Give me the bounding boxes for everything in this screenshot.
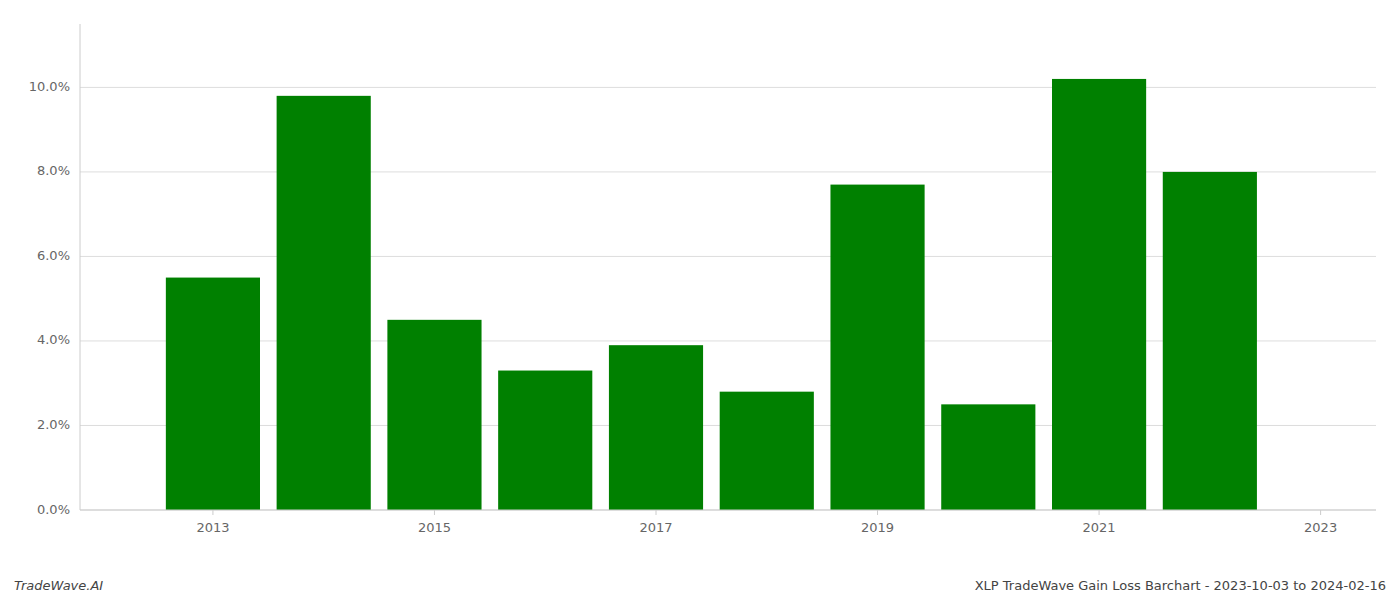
x-tick bbox=[1099, 510, 1100, 515]
y-grid bbox=[80, 87, 1376, 510]
y-tick-label: 4.0% bbox=[37, 332, 70, 347]
x-tick bbox=[656, 510, 657, 515]
chart: 0.0% 2.0% 4.0% 6.0% 8.0% 10.0% 2013 2015 2017 201… bbox=[0, 0, 1400, 600]
footer-right: XLP TradeWave Gain Loss Barchart - 2023-… bbox=[975, 578, 1386, 593]
bar bbox=[277, 96, 371, 510]
bar bbox=[720, 392, 814, 510]
bar bbox=[941, 404, 1035, 510]
y-tick-label: 8.0% bbox=[37, 163, 70, 178]
x-tick bbox=[434, 510, 435, 515]
footer-left: TradeWave.AI bbox=[14, 578, 103, 593]
bars bbox=[166, 79, 1257, 510]
bar bbox=[498, 371, 592, 510]
x-tick-label: 2015 bbox=[418, 520, 451, 535]
x-tick-label: 2019 bbox=[861, 520, 894, 535]
x-tick bbox=[1320, 510, 1321, 515]
x-tick-label: 2021 bbox=[1083, 520, 1116, 535]
bar bbox=[166, 278, 260, 510]
x-tick-label: 2023 bbox=[1304, 520, 1337, 535]
x-tick-label: 2013 bbox=[196, 520, 229, 535]
bar bbox=[830, 185, 924, 510]
chart-container: 0.0% 2.0% 4.0% 6.0% 8.0% 10.0% 2013 2015 2017 201… bbox=[0, 0, 1400, 600]
bar bbox=[387, 320, 481, 510]
y-tick-label: 6.0% bbox=[37, 248, 70, 263]
y-tick-label: 0.0% bbox=[37, 502, 70, 517]
y-tick-label: 10.0% bbox=[29, 79, 70, 94]
y-tick-label: 2.0% bbox=[37, 417, 70, 432]
grid-line bbox=[80, 510, 1376, 511]
grid-line bbox=[80, 87, 1376, 88]
bar bbox=[609, 345, 703, 510]
bar bbox=[1052, 79, 1146, 510]
x-tick bbox=[212, 510, 213, 515]
x-tick-label: 2017 bbox=[639, 520, 672, 535]
y-axis-line bbox=[80, 24, 81, 510]
x-axis-line bbox=[80, 510, 1376, 511]
bar bbox=[1163, 172, 1257, 510]
x-tick bbox=[877, 510, 878, 515]
